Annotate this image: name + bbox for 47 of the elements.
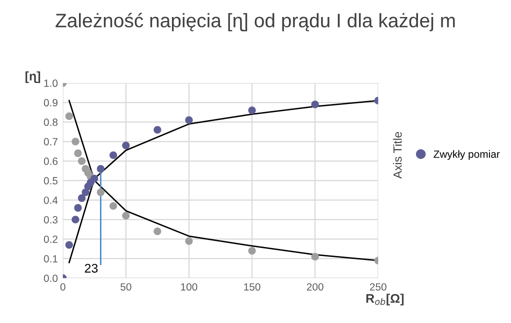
point bbox=[109, 202, 118, 210]
y-tick-label: 1.0 bbox=[44, 80, 58, 87]
point bbox=[96, 165, 105, 173]
y-tick-label: 0.0 bbox=[44, 274, 58, 282]
y2-axis-title: Axis Title bbox=[393, 132, 402, 179]
point bbox=[82, 188, 90, 196]
point bbox=[122, 212, 130, 220]
y-axis-title: [ɳ] bbox=[26, 71, 40, 84]
x-axis-title: R$_{ob}$[Ω] bbox=[366, 294, 404, 306]
y-tick-label: 0.8 bbox=[44, 118, 58, 126]
point bbox=[311, 252, 319, 260]
point bbox=[248, 246, 256, 255]
point bbox=[311, 100, 319, 108]
point bbox=[185, 237, 193, 245]
point bbox=[78, 194, 86, 202]
point bbox=[154, 126, 162, 134]
y-tick-label: 0.7 bbox=[44, 138, 58, 146]
y-tick-label: 0.4 bbox=[44, 196, 58, 204]
x-tick-label: 0 bbox=[60, 283, 66, 291]
point bbox=[74, 149, 82, 158]
y-tick-label: 0.2 bbox=[44, 236, 58, 243]
chart-title: Zależność napięcia [ɳ] od prądu I dla każdej m bbox=[56, 12, 455, 32]
x-tick-label: 150 bbox=[244, 283, 260, 291]
point bbox=[185, 116, 193, 124]
point bbox=[65, 112, 73, 120]
point bbox=[109, 151, 118, 160]
point bbox=[90, 174, 98, 182]
x-tick-label: 200 bbox=[306, 283, 324, 291]
point bbox=[78, 157, 86, 165]
point bbox=[72, 138, 80, 146]
point bbox=[72, 216, 80, 224]
y-tick-label: 0.6 bbox=[44, 158, 58, 165]
x-tick-label: 50 bbox=[120, 283, 132, 291]
x-tick-label: 250 bbox=[370, 283, 386, 291]
y-tick-label: 0.3 bbox=[44, 216, 58, 224]
point bbox=[248, 106, 256, 114]
point bbox=[154, 227, 162, 236]
legend-label: Zwykły pomiar bbox=[434, 150, 500, 160]
y-tick-label: 0.9 bbox=[44, 99, 58, 106]
point bbox=[74, 204, 82, 212]
y-tick-label: 0.5 bbox=[44, 177, 58, 184]
point bbox=[122, 142, 130, 150]
point bbox=[65, 241, 73, 249]
point bbox=[96, 188, 105, 196]
x-tick-label: 100 bbox=[181, 283, 198, 291]
y-tick-label: 0.1 bbox=[44, 255, 58, 262]
annotation: 23 bbox=[84, 264, 98, 273]
